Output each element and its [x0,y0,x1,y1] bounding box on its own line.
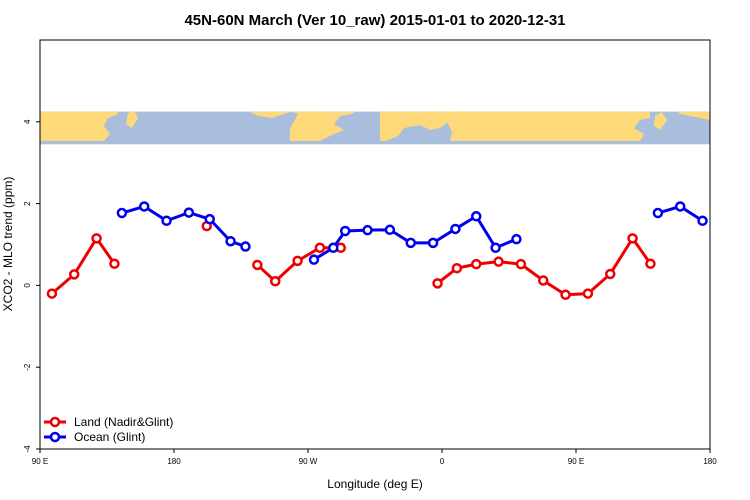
series-land [46,220,656,301]
data-point [604,268,616,280]
series-line [313,214,518,261]
data-point [645,258,656,269]
plot-frame [39,39,711,450]
data-point [362,224,373,236]
y-tick-label: -4 [23,445,32,453]
land-shape-greenland-europe [380,111,462,141]
data-point [627,233,638,244]
y-axis: -4 -2 0 2 4 [23,119,40,453]
x-tick-label: 90 W [299,457,318,466]
data-point [405,237,416,249]
data-point [116,207,128,219]
y-tick-label: 2 [23,201,32,206]
data-point [269,276,281,287]
data-point [493,256,504,267]
land-shape-asia-west [40,111,118,141]
data-point [328,242,339,254]
x-axis-label: Longitude (deg E) [327,477,422,491]
data-point [308,254,320,265]
legend-marker [49,416,61,428]
data-point [292,255,303,267]
x-axis: 90 E 180 90 W 0 90 E 180 [32,449,717,466]
x-tick-label: 180 [167,457,181,466]
data-point [225,235,236,247]
data-point [138,201,150,212]
data-point [582,288,594,299]
y-axis-label: XCO2 - MLO trend (ppm) [1,177,15,312]
data-point [674,201,686,212]
data-point [183,207,195,218]
data-point [450,223,461,235]
land-shape-japan [126,111,138,128]
data-point [91,233,102,244]
land-shape-north-america [290,111,356,141]
data-point [384,224,396,236]
data-point [109,258,120,269]
data-point [204,213,215,225]
world-map-band [40,111,710,145]
data-point [560,289,571,301]
y-tick-label: -2 [23,363,32,371]
data-point [252,259,263,271]
chart-title: 45N-60N March (Ver 10_raw) 2015-01-01 to… [184,12,565,29]
data-point [451,262,463,274]
data-point [697,215,708,227]
x-tick-label: 90 E [32,457,48,466]
series-layer [46,201,708,301]
data-point [432,278,443,289]
data-point [511,233,522,245]
land-shape-europe-asia [441,111,650,141]
land-shape-japan-east [654,112,667,130]
series-line [50,236,116,295]
data-point [515,258,527,270]
y-tick-label: 4 [23,119,32,124]
legend-label: Land (Nadir&Glint) [74,415,173,429]
land-shape-alaska [249,111,310,118]
data-point [339,225,351,237]
data-point [490,242,501,254]
y-tick-label: 0 [23,283,32,288]
legend: Land (Nadir&Glint)Ocean (Glint) [44,415,173,444]
legend-label: Ocean (Glint) [74,430,145,444]
data-point [314,242,326,254]
data-point [652,207,664,219]
x-tick-label: 90 E [568,457,584,466]
series-line [436,236,652,297]
x-tick-label: 180 [703,457,717,466]
data-point [240,241,251,252]
series-ocean [116,201,708,265]
data-point [470,211,482,222]
data-point [470,258,482,270]
data-point [68,269,80,280]
x-tick-label: 0 [440,457,445,466]
data-point [427,237,439,249]
land-shape-east-edge [677,111,710,120]
legend-marker [49,431,61,443]
map-band-land [40,111,710,141]
data-point [161,215,172,227]
data-point [537,275,549,286]
data-point [46,288,58,299]
